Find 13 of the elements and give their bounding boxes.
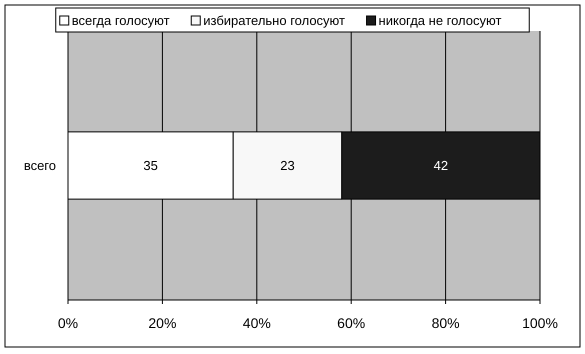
legend-label: никогда не голосуют — [378, 13, 502, 28]
legend-label: всегда голосуют — [72, 13, 170, 28]
x-tick-label: 20% — [148, 315, 176, 331]
x-tick-label: 60% — [337, 315, 366, 331]
x-tick-label: 80% — [432, 315, 460, 331]
data-label: 42 — [434, 158, 448, 174]
legend-label: избирательно голосуют — [203, 13, 346, 28]
x-tick-label: 100% — [522, 315, 558, 331]
y-tick-label: всего — [24, 158, 56, 174]
data-label: 23 — [280, 158, 295, 174]
x-tick-label: 40% — [242, 315, 271, 331]
x-tick-label: 0% — [58, 315, 78, 331]
data-label: 35 — [143, 158, 158, 174]
